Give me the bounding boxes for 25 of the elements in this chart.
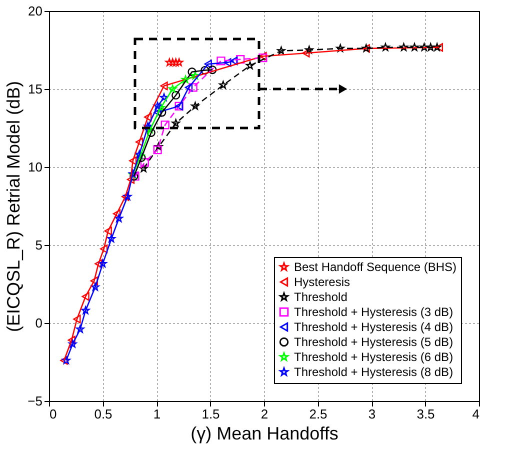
legend-label: Best Handoff Sequence (BHS): [294, 260, 457, 274]
y-tick-label: −5: [28, 394, 42, 408]
x-tick-label: 3.5: [416, 406, 435, 422]
x-tick-label: 2.5: [309, 406, 328, 422]
x-tick-label: 4: [472, 406, 480, 422]
legend-label: Threshold + Hysteresis (4 dB): [294, 320, 454, 334]
y-axis-title: (EICQSL_R) Retrial Model (dB): [4, 80, 24, 332]
x-axis-title: (γ) Mean Handoffs: [190, 424, 338, 444]
legend-label: Hysteresis: [294, 275, 350, 289]
y-tick-label: 20: [28, 4, 42, 18]
legend-label: Threshold + Hysteresis (8 dB): [294, 365, 454, 379]
x-tick-label: 2: [260, 406, 268, 422]
y-tick-label: 10: [28, 160, 42, 174]
legend-label: Threshold + Hysteresis (5 dB): [294, 335, 454, 349]
y-tick-label: 15: [28, 82, 42, 96]
x-tick-label: 3: [368, 406, 376, 422]
x-tick-label: 1.5: [202, 406, 220, 422]
x-tick-label: 0: [50, 406, 57, 422]
y-tick-label: 5: [35, 238, 42, 252]
y-tick-label: 0: [35, 316, 42, 330]
x-tick-label: 1: [153, 406, 161, 422]
legend-label: Threshold + Hysteresis (3 dB): [294, 305, 454, 319]
legend-label: Threshold + Hysteresis (6 dB): [294, 350, 454, 364]
x-tick-label: 0.5: [94, 406, 112, 422]
legend-label: Threshold: [294, 290, 348, 304]
